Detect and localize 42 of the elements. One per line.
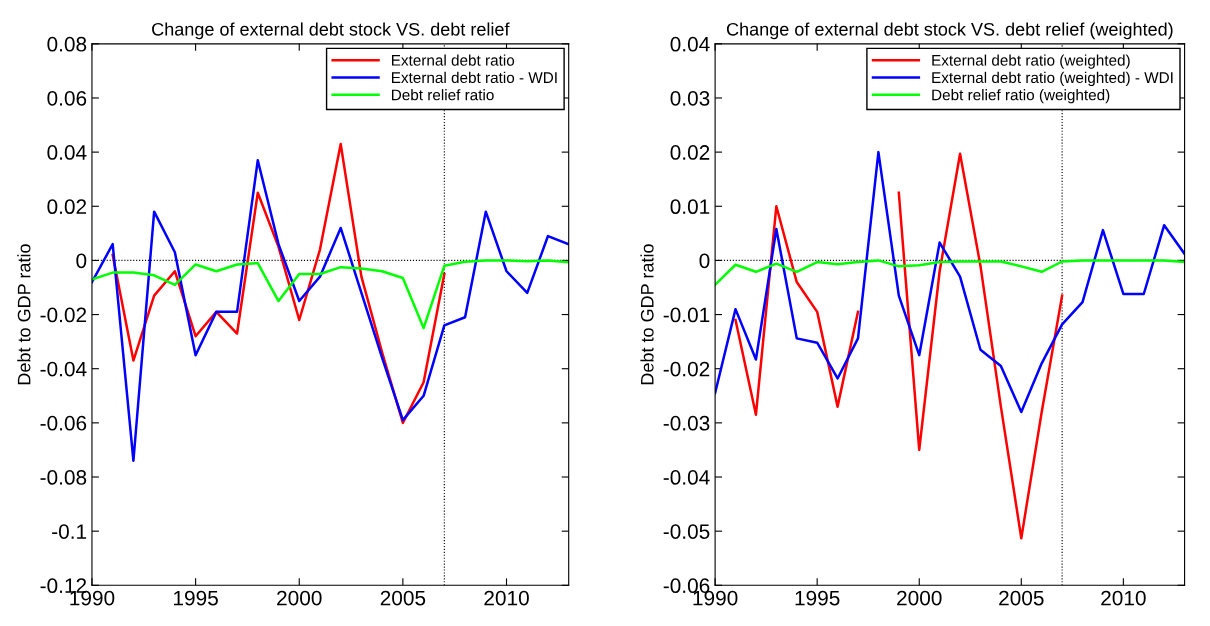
chart-title: Change of external debt stock VS. debt relief (weighted) [726,22,1173,40]
y-tick-label: -0.02 [663,361,710,377]
x-tick-label: 2010 [1101,590,1146,606]
legend-label: External debt ratio (weighted) [932,54,1130,69]
y-tick-label: -0.06 [40,415,87,431]
x-tick-label: 2000 [897,590,942,606]
y-tick-label: -0.05 [663,524,710,539]
y-tick-label: -0.1 [52,524,87,539]
line-series [91,158,569,463]
x-tick-label: 2005 [999,590,1044,606]
y-axis-title: Debt to GDP ratio [17,244,31,385]
x-tick-label: 1995 [795,590,840,606]
y-tick-label: -0.02 [40,307,87,323]
x-tick-label: 1995 [174,590,218,606]
y-tick-label: 0.08 [47,36,87,52]
line-series [715,259,1185,287]
y-tick-label: 0.06 [47,90,87,106]
y-tick-label: 0.02 [670,145,710,160]
chart-title: Change of external debt stock VS. debt relief [152,22,510,40]
y-tick-label: 0.04 [47,145,87,160]
x-tick-label: 2000 [277,590,322,606]
y-tick-label: -0.01 [663,307,710,323]
line-series [715,150,1185,414]
y-tick-label: 0.03 [670,90,710,106]
x-tick-label: 2005 [380,590,426,606]
y-tick-label: 0 [699,253,710,269]
y-tick-label: 0 [76,253,87,269]
legend-label: External debt ratio (weighted) - WDI [932,71,1173,87]
legend-label: Debt relief ratio (weighted) [932,89,1110,104]
y-tick-label: 0.01 [670,199,710,215]
y-tick-label: 0.02 [47,199,87,215]
x-tick-label: 2010 [484,590,529,606]
legend-label: Debt relief ratio [392,89,494,101]
y-tick-label: -0.04 [40,361,87,377]
y-tick-label: -0.04 [663,470,710,485]
y-tick-label: -0.03 [663,415,710,431]
legend-label: External debt ratio [392,54,515,66]
y-tick-label: 0.04 [670,36,710,52]
line-series [91,259,569,330]
y-axis-title: Debt to GDP ratio [640,244,654,385]
legend-label: External debt ratio - WDI [392,71,557,84]
y-tick-label: -0.08 [40,470,87,485]
